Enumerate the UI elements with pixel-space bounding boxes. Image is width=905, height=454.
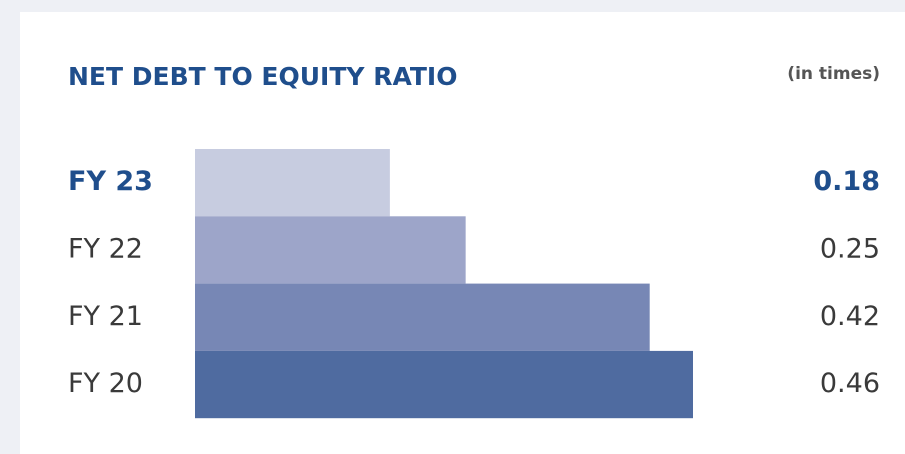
bar (195, 283, 650, 351)
bar (195, 350, 693, 419)
bar (195, 216, 466, 284)
value-label: 0.18 (813, 166, 880, 197)
category-label: FY 23 (68, 166, 153, 197)
unit-label: (in times) (787, 64, 880, 84)
bar (195, 149, 390, 217)
category-label: FY 20 (68, 368, 143, 399)
value-label: 0.25 (820, 233, 880, 264)
category-label: FY 22 (68, 233, 143, 264)
category-label: FY 21 (68, 301, 143, 332)
value-label: 0.42 (820, 301, 880, 332)
value-label: 0.46 (820, 368, 880, 399)
chart-title: NET DEBT TO EQUITY RATIO (68, 62, 457, 91)
